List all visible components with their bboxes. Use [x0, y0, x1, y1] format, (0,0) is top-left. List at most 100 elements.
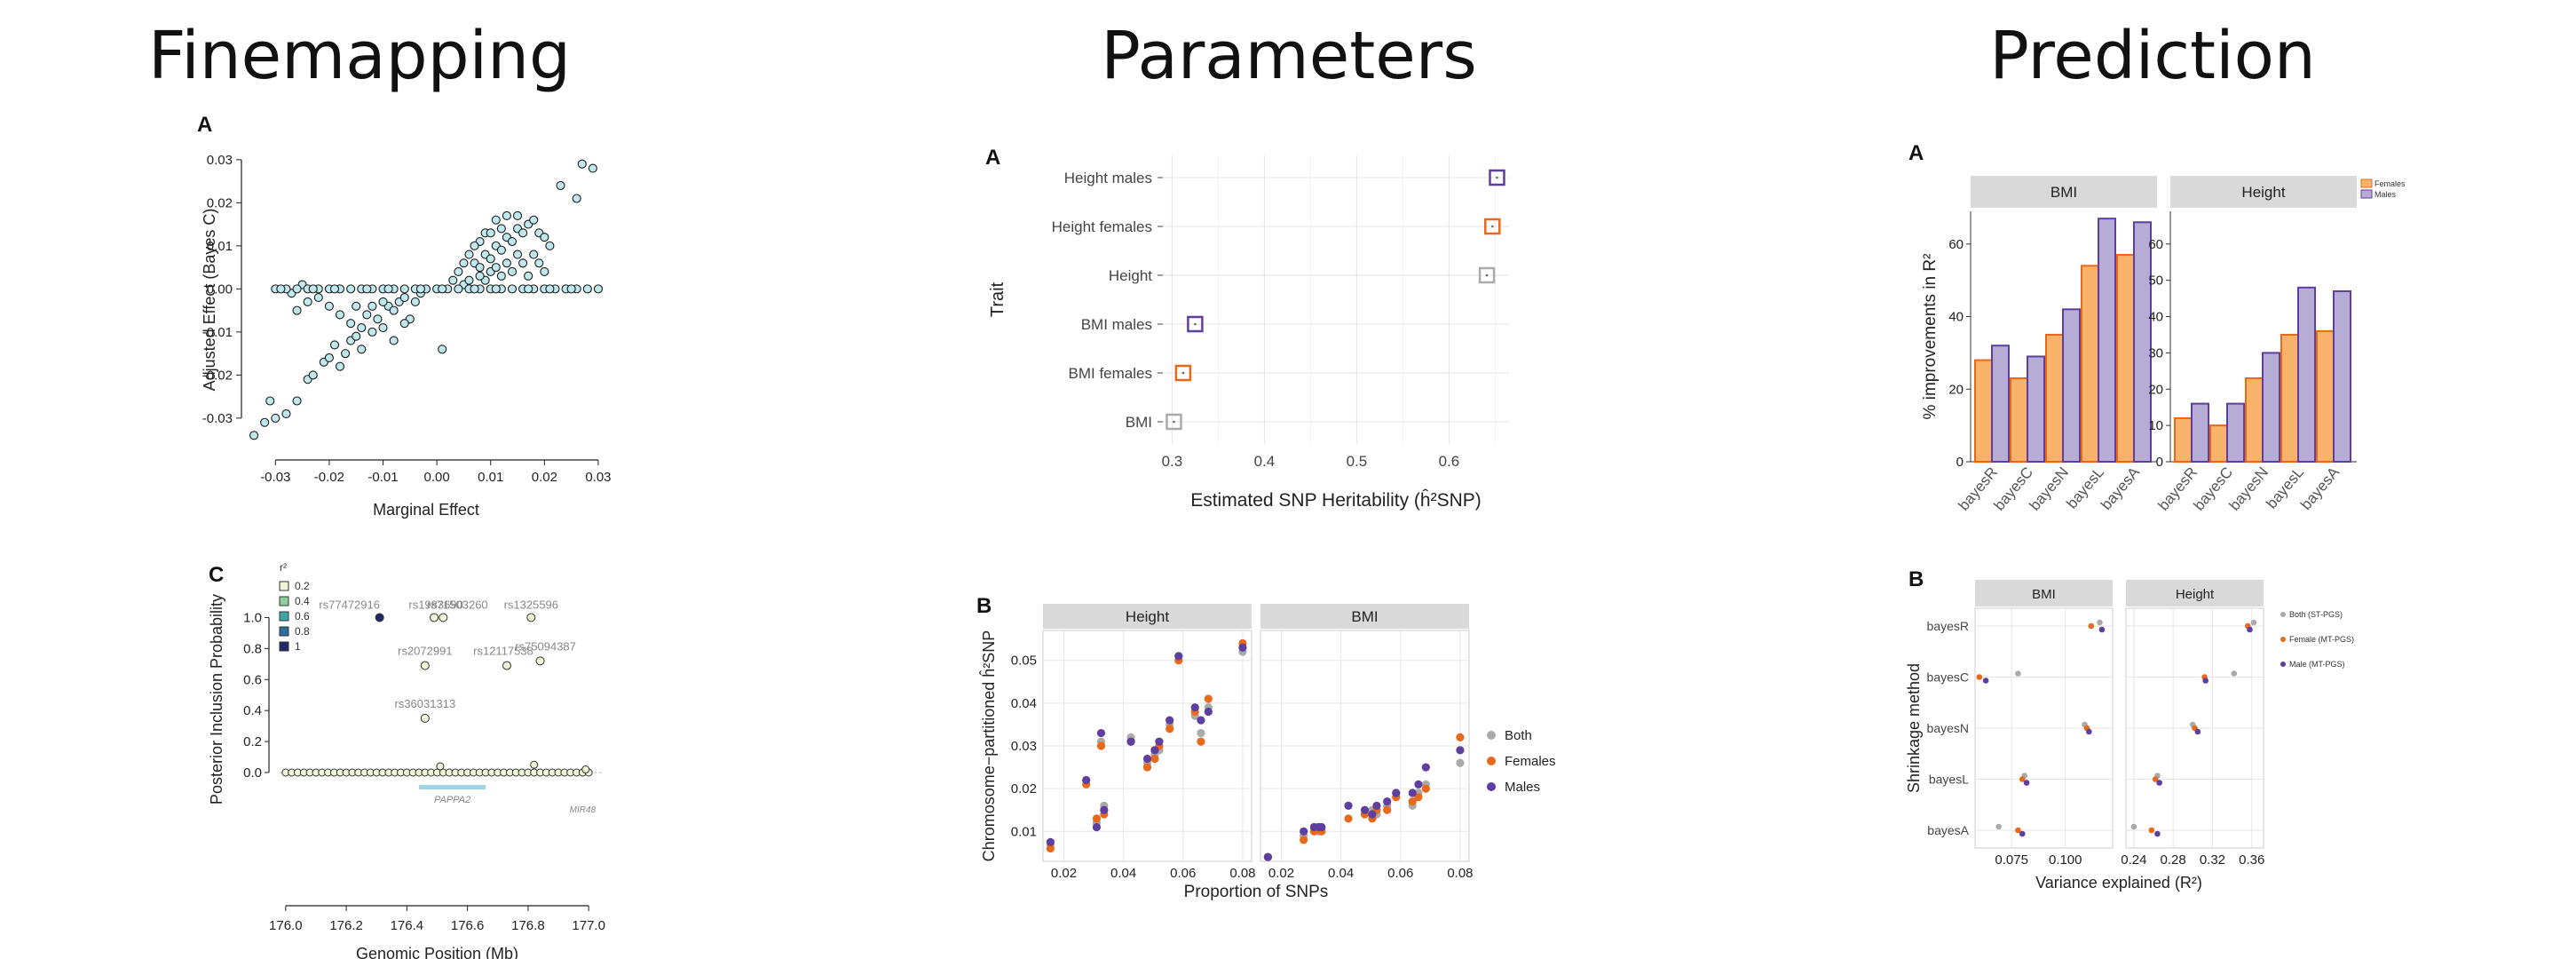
- scatter-point: [399, 293, 409, 303]
- facet-strip: [1971, 176, 2157, 208]
- bar-males: [2191, 402, 2209, 464]
- x-tick-label: 0.02: [532, 470, 557, 485]
- section-title-prediction: Prediction: [1989, 18, 2316, 94]
- scatter-point: [588, 163, 597, 173]
- heritability-center: [1181, 371, 1185, 375]
- x-tick-label: 0.100: [2049, 852, 2082, 868]
- snp-label: rs2072991: [398, 645, 452, 658]
- scatter-point: [308, 370, 318, 380]
- scatter-point: [415, 284, 425, 294]
- scatter-point: [572, 194, 581, 203]
- panel-letter: C: [209, 563, 224, 587]
- scatter-point: [249, 431, 259, 440]
- scatter-point: [389, 336, 399, 345]
- scatter-point: [577, 159, 587, 169]
- snp-point-females: [1344, 814, 1353, 823]
- bar-males: [2098, 218, 2116, 463]
- legend-swatch: [279, 641, 289, 652]
- scatter-point: [556, 180, 565, 191]
- bar-females: [2081, 265, 2099, 463]
- snp-point-males: [1344, 801, 1353, 811]
- snp-point-males: [1414, 780, 1423, 789]
- r2-point-females: [2148, 827, 2155, 834]
- scatter-point: [529, 215, 539, 225]
- bar-females: [2174, 416, 2193, 463]
- scatter-point: [308, 284, 318, 294]
- snp-point-females: [1300, 836, 1308, 844]
- snp-point-males: [1096, 728, 1106, 738]
- legend-dot: [2280, 662, 2286, 667]
- bar-females: [1974, 359, 1993, 463]
- legend-dot: [2280, 637, 2286, 642]
- snp-point-males: [1126, 737, 1135, 746]
- heritability-center: [1485, 273, 1489, 277]
- snp-point-males: [1408, 789, 1417, 797]
- snp-point-females: [1092, 814, 1102, 823]
- scatter-point: [486, 228, 495, 238]
- snp-point-females: [1166, 725, 1174, 733]
- x-axis-title: Genomic Position (Mb): [356, 945, 518, 959]
- scatter-point: [491, 215, 501, 225]
- bar-females: [2209, 424, 2228, 463]
- x-tick-label: -0.01: [367, 470, 398, 485]
- category-label: BMI males: [1081, 316, 1152, 333]
- x-tick-label: 0.28: [2161, 852, 2186, 868]
- bar-females: [2045, 333, 2064, 463]
- gene-label: PAPPA2: [434, 795, 470, 805]
- snp-label: rs77472916: [319, 598, 380, 611]
- x-tick-label: 0.04: [1328, 866, 1354, 881]
- y-axis-title: Posterior Inclusion Probability: [208, 594, 225, 804]
- scatter-point: [313, 293, 323, 303]
- scatter-point: [260, 417, 270, 427]
- scatter-point: [324, 301, 334, 311]
- category-label: bayesA: [1927, 823, 1969, 837]
- x-tick-label: 176.8: [511, 918, 545, 933]
- y-tick-label: 40: [2148, 310, 2163, 325]
- scatter-point: [329, 340, 340, 350]
- snp-point-males: [1142, 754, 1152, 764]
- y-tick-label: 0.01: [207, 239, 233, 254]
- heritability-point: [1166, 413, 1182, 431]
- legend-label: Females: [1505, 754, 1556, 769]
- x-tick-label: -0.03: [260, 470, 290, 485]
- snp-point-males: [1317, 822, 1326, 832]
- snp-point-males: [1383, 797, 1392, 806]
- scatter-point: [410, 297, 420, 306]
- y-tick-label: 0.02: [207, 195, 233, 210]
- snp-point-males: [1238, 643, 1247, 652]
- panel-letter: A: [985, 146, 1000, 170]
- legend-title: r²: [280, 561, 287, 574]
- heritability-point: [1174, 364, 1192, 382]
- snp-point-females: [1197, 737, 1205, 746]
- x-tick-label: 0.03: [585, 470, 611, 485]
- legend-swatch: [279, 596, 289, 606]
- bar-males: [1991, 345, 2010, 463]
- category-label: bayesL: [1929, 773, 1969, 787]
- r2-point-males: [1982, 678, 1989, 684]
- y-tick-label: 50: [2148, 273, 2163, 289]
- snp-point-males: [1372, 801, 1381, 811]
- facet-label: BMI: [1351, 608, 1378, 625]
- snp-point-males: [1082, 775, 1091, 785]
- heritability-point: [1489, 169, 1505, 186]
- heritability-point: [1187, 315, 1204, 333]
- scatter-point: [545, 241, 555, 250]
- scatter-point: [582, 284, 592, 294]
- x-tick-label: 0.5: [1347, 453, 1368, 470]
- scatter-point: [438, 345, 447, 354]
- x-axis-title: Variance explained (R²): [2035, 874, 2202, 892]
- scatter-point: [507, 284, 518, 294]
- finemapping-panel-a-scatter: A -0.03 -0.02 -0.01 0.00 0.01 0.02 0.03 -0.03 -0.…: [197, 113, 612, 519]
- snp-point-males: [1155, 737, 1164, 746]
- y-tick-label: 0.0: [243, 765, 262, 781]
- scatter-point: [341, 349, 351, 359]
- y-tick-label: 40: [1948, 310, 1964, 325]
- legend-swatch: [279, 581, 289, 591]
- r2-point-males: [2194, 728, 2201, 735]
- snp-point-males: [1392, 789, 1401, 797]
- x-tick-label: 0.02: [1268, 866, 1294, 881]
- scatter-point: [470, 284, 479, 294]
- category-label: Height males: [1064, 170, 1152, 186]
- y-tick-label: 0: [1956, 455, 1964, 470]
- scatter-point: [534, 258, 544, 268]
